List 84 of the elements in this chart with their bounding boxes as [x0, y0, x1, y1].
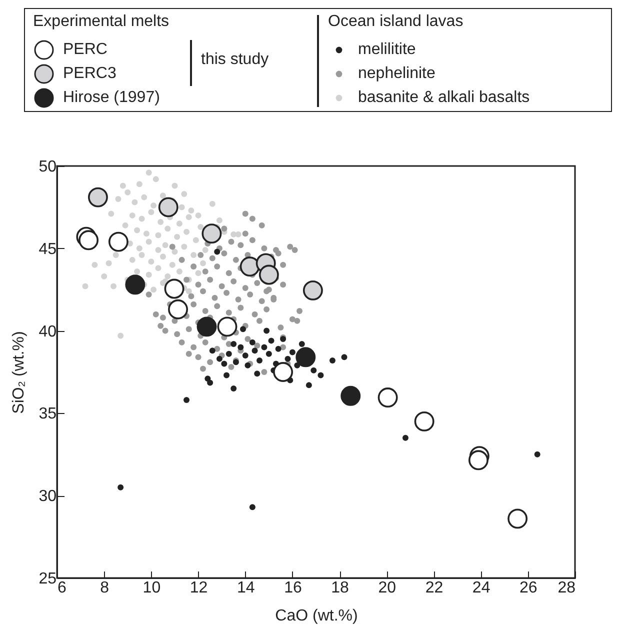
point: [230, 340, 237, 347]
point: [224, 372, 230, 378]
point: [244, 362, 251, 368]
x-tick-label: 12: [190, 580, 208, 596]
point: [230, 385, 237, 392]
x-tick-label: 22: [425, 580, 444, 596]
point: [258, 264, 279, 285]
point: [275, 346, 282, 352]
y-tick-label: 25: [38, 570, 57, 588]
point: [414, 411, 434, 432]
x-tick-label: 26: [520, 580, 538, 596]
point: [341, 354, 348, 360]
point: [252, 348, 258, 354]
point: [118, 484, 124, 490]
point: [164, 278, 184, 299]
point: [240, 256, 260, 276]
x-tick-label: 16: [284, 580, 302, 596]
y-tick-label: 40: [38, 323, 57, 340]
x-tick-label: 20: [378, 580, 396, 596]
point: [310, 367, 317, 374]
point: [207, 380, 214, 386]
point: [240, 326, 246, 332]
point: [534, 451, 540, 458]
point: [468, 450, 488, 470]
y-tick-label: 50: [38, 158, 57, 176]
point: [214, 248, 220, 255]
point: [329, 357, 336, 364]
point: [378, 388, 398, 408]
point: [273, 362, 294, 382]
point: [196, 316, 217, 337]
point: [249, 504, 256, 510]
point: [125, 274, 146, 295]
text: this study: [201, 51, 269, 69]
point: [216, 356, 222, 362]
x-tick-label: 28: [558, 580, 576, 596]
point: [202, 224, 222, 244]
point: [340, 386, 361, 406]
point: [302, 280, 323, 300]
legend-label: melilitite: [358, 41, 416, 59]
point: [158, 197, 178, 218]
y-tick-label: 45: [38, 240, 57, 258]
point: [184, 397, 190, 404]
x-tick-label: 10: [142, 580, 161, 596]
legend-label: PERC: [63, 41, 108, 59]
point: [298, 340, 305, 347]
x-tick-label: 6: [58, 580, 66, 596]
text: Ocean island lavas: [328, 13, 464, 31]
point: [266, 350, 272, 357]
point: [296, 347, 316, 368]
y-tick-label: 35: [38, 406, 57, 423]
point: [318, 372, 324, 378]
text: Experimental melts: [33, 13, 170, 31]
x-tick-label: 14: [236, 580, 255, 596]
legend-label: nephelinite: [358, 65, 436, 83]
point: [264, 328, 270, 334]
x-tick-label: 24: [472, 580, 490, 596]
point: [217, 316, 238, 337]
point: [242, 352, 248, 359]
point: [261, 344, 268, 350]
point: [254, 370, 260, 377]
y-axis-title: SiO₂ (wt.%): [10, 331, 28, 414]
point: [226, 350, 232, 357]
point: [306, 382, 312, 388]
legend-label: Hirose (1997): [63, 89, 160, 107]
point: [108, 232, 128, 252]
point: [289, 349, 296, 356]
point: [209, 348, 216, 354]
x-tick-label: 18: [331, 580, 350, 596]
point: [256, 357, 262, 364]
point: [78, 230, 99, 250]
legend-label: PERC3: [63, 65, 116, 83]
point: [284, 356, 291, 362]
point: [88, 187, 108, 208]
point: [238, 344, 244, 350]
point: [402, 434, 408, 441]
y-tick-label: 30: [38, 488, 57, 506]
x-tick-label: 8: [100, 580, 110, 596]
point: [249, 339, 256, 346]
point: [268, 338, 274, 344]
point: [508, 508, 528, 529]
legend-label: basanite & alkali basalts: [358, 89, 530, 107]
x-axis-title: CaO (wt.%): [275, 608, 358, 624]
point: [221, 360, 228, 367]
point: [168, 299, 188, 320]
